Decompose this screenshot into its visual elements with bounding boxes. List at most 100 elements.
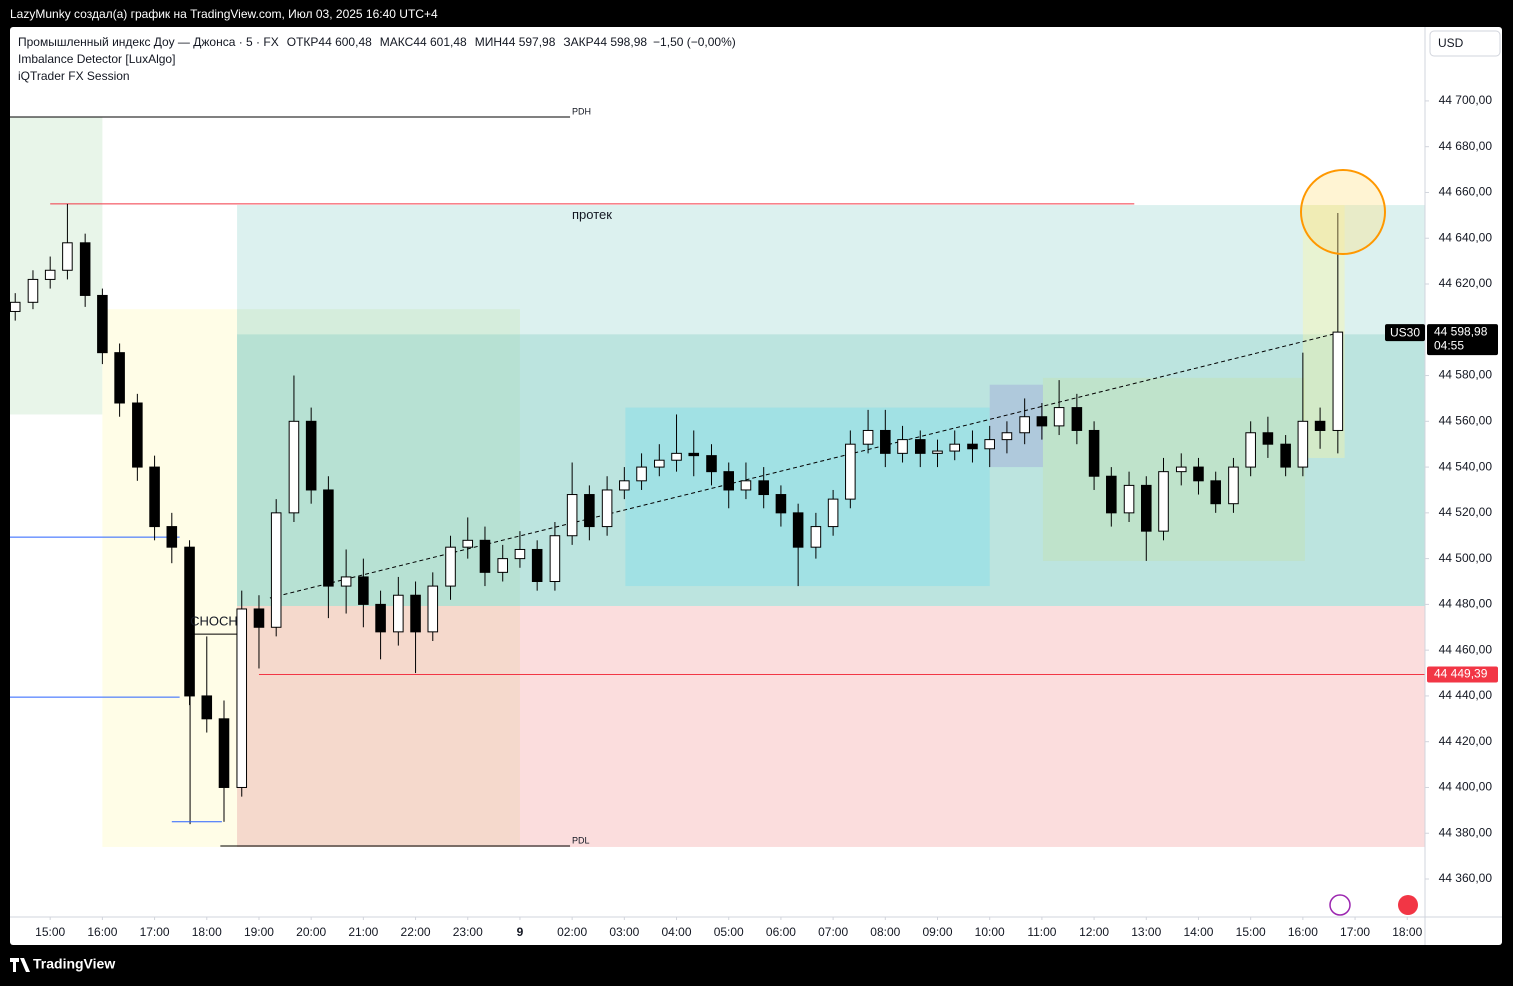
candle-body [97,294,108,354]
candle-body [792,512,804,548]
stat-value: 44 597,98 [502,35,556,49]
highlight-circle [1300,169,1386,255]
y-tick-label: 44 680,00 [1439,139,1493,153]
logo-mark [10,958,30,972]
x-tick-label: 22:00 [401,925,431,939]
candle-body [79,242,91,296]
flag-icon[interactable] [1398,895,1418,915]
candle-body [236,608,248,788]
candle-body [253,608,265,628]
stat-label: ЗАКР [563,35,593,49]
x-tick-label: 06:00 [766,925,796,939]
y-tick-label: 44 460,00 [1439,642,1493,656]
candle-body [1314,420,1326,431]
candle-body [584,494,595,528]
candle-body [132,402,143,468]
y-tick-label: 44 640,00 [1439,230,1493,244]
candle-body [1280,443,1291,468]
candle-body [827,498,839,528]
candle-body [1193,466,1204,482]
indicator: iQTrader FX Session [18,69,130,83]
candle-body [1332,331,1344,431]
candle-body [149,466,160,528]
candle-body [1088,429,1100,477]
candle-body [462,539,474,548]
symbol-box [1385,324,1425,342]
x-tick-label: 02:00 [557,925,587,939]
y-tick-label: 44 440,00 [1439,688,1493,702]
candle-body [619,480,630,491]
stat-value: 44 600,48 [318,35,372,49]
alert-icon[interactable] [1329,894,1351,916]
zone [237,205,1425,606]
y-tick-label: 44 520,00 [1439,505,1493,519]
candle-body [880,429,891,454]
candle-body [427,585,439,633]
x-tick-label: 18:00 [192,925,222,939]
zone [989,384,1043,468]
brand: TradingView [33,956,115,972]
overlay: PDH PDL CHOCH протек [190,106,612,845]
candle-body [1210,480,1221,505]
stat-value: 44 598,98 [594,35,648,49]
x-tick-label: 08:00 [870,925,900,939]
y-tick-label: 44 360,00 [1439,871,1493,885]
candle-body [688,452,700,457]
candle-body [288,420,300,514]
y-tick-label: 44 380,00 [1439,825,1493,839]
candle-body [566,494,578,537]
candle-body [1106,475,1117,514]
stat-label: МИН [475,35,502,49]
candle-body [723,471,735,491]
y-tick-label: 44 560,00 [1439,413,1493,427]
x-tick-label: 21:00 [348,925,378,939]
candle-body [706,455,717,473]
candle-body [810,526,822,548]
candle-body [1140,484,1152,532]
x-tick-label: 14:00 [1183,925,1213,939]
candle-body [340,576,352,587]
candle-body [62,242,73,271]
x-tick-label: 18:00 [1392,925,1422,939]
candle-body [949,443,961,452]
x-tick-label: 11:00 [1027,925,1056,939]
candle-body [1123,484,1135,514]
candle-body [1297,420,1309,468]
candle-body [671,452,682,461]
candle-body [1053,407,1065,427]
level-label: CHOCH [190,614,238,629]
stat-label: ОТКР [287,35,319,49]
candle-body [845,443,856,500]
indicator: Imbalance Detector [LuxAlgo] [18,52,175,66]
candle-body [166,526,178,548]
price-label-box [1427,666,1498,683]
x-tick-label: 9 [517,925,524,939]
y-tick-label: 44 500,00 [1439,551,1493,565]
zone [237,605,1425,847]
candle-body [27,278,39,303]
candle-body [218,718,230,788]
x-tick-label: 04:00 [662,925,692,939]
candle-body [1158,471,1169,532]
candle-body [358,576,369,605]
y-tick-label: 44 660,00 [1439,185,1493,199]
x-tick-label: 17:00 [140,925,170,939]
y-tick-label: 44 400,00 [1439,780,1493,794]
candle-body [1245,432,1256,468]
candle-body [184,546,195,697]
zone [237,334,1425,606]
currency-button[interactable] [1429,30,1501,57]
y-tick-label: 44 420,00 [1439,734,1493,748]
candle-body [531,548,543,583]
price-label: 44 449,39 [1434,667,1488,681]
y-tick-label: 44 480,00 [1439,597,1493,611]
candle-body [270,512,282,628]
candle-body [1019,416,1030,434]
credit: LazyMunky создал(а) график на TradingVie… [10,7,438,21]
symbol-label: US30 [1390,325,1420,339]
candle-body [601,489,613,528]
candle-body [393,594,404,633]
candle-body [862,429,874,445]
x-tick-label: 15:00 [1236,925,1266,939]
